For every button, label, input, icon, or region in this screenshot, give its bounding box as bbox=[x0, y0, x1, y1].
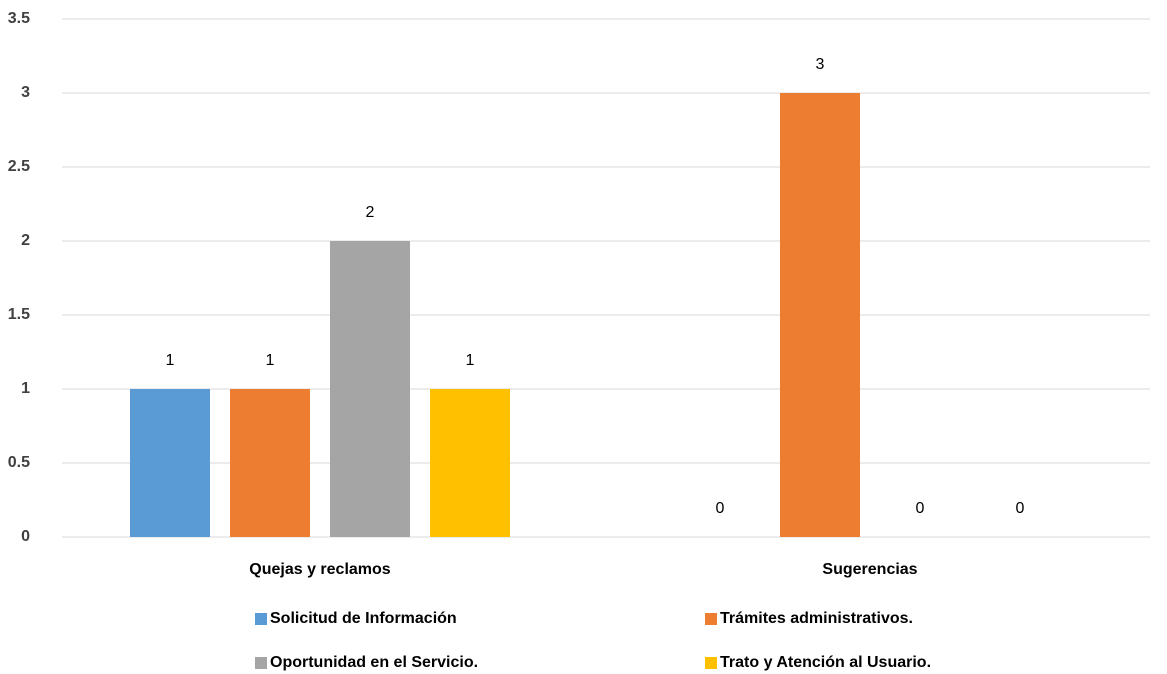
legend-swatch bbox=[255, 613, 267, 625]
bar bbox=[780, 93, 860, 537]
legend-label: Trámites administrativos. bbox=[720, 610, 913, 627]
y-tick-label: 3 bbox=[21, 84, 30, 101]
data-label: 0 bbox=[1016, 500, 1025, 517]
y-tick-label: 1 bbox=[21, 380, 30, 397]
bar bbox=[230, 389, 310, 537]
legend-swatch bbox=[255, 657, 267, 669]
legend-label: Solicitud de Información bbox=[270, 610, 457, 627]
x-tick-label: Sugerencias bbox=[822, 561, 917, 578]
bar bbox=[130, 389, 210, 537]
data-label: 1 bbox=[266, 352, 275, 369]
bar bbox=[330, 241, 410, 537]
data-label: 0 bbox=[716, 500, 725, 517]
data-label: 1 bbox=[166, 352, 175, 369]
y-tick-label: 2.5 bbox=[8, 158, 30, 175]
y-tick-label: 0.5 bbox=[8, 454, 30, 471]
legend-label: Trato y Atención al Usuario. bbox=[720, 654, 931, 671]
legend-swatch bbox=[705, 657, 717, 669]
data-label: 1 bbox=[466, 352, 475, 369]
data-label: 0 bbox=[916, 500, 925, 517]
y-tick-label: 0 bbox=[21, 528, 30, 545]
y-tick-label: 3.5 bbox=[8, 10, 30, 27]
y-tick-label: 2 bbox=[21, 232, 30, 249]
data-label: 3 bbox=[816, 56, 825, 73]
x-tick-label: Quejas y reclamos bbox=[249, 561, 391, 578]
bar bbox=[430, 389, 510, 537]
data-label: 2 bbox=[366, 204, 375, 221]
legend-label: Oportunidad en el Servicio. bbox=[270, 654, 478, 671]
legend-swatch bbox=[705, 613, 717, 625]
y-tick-label: 1.5 bbox=[8, 306, 30, 323]
